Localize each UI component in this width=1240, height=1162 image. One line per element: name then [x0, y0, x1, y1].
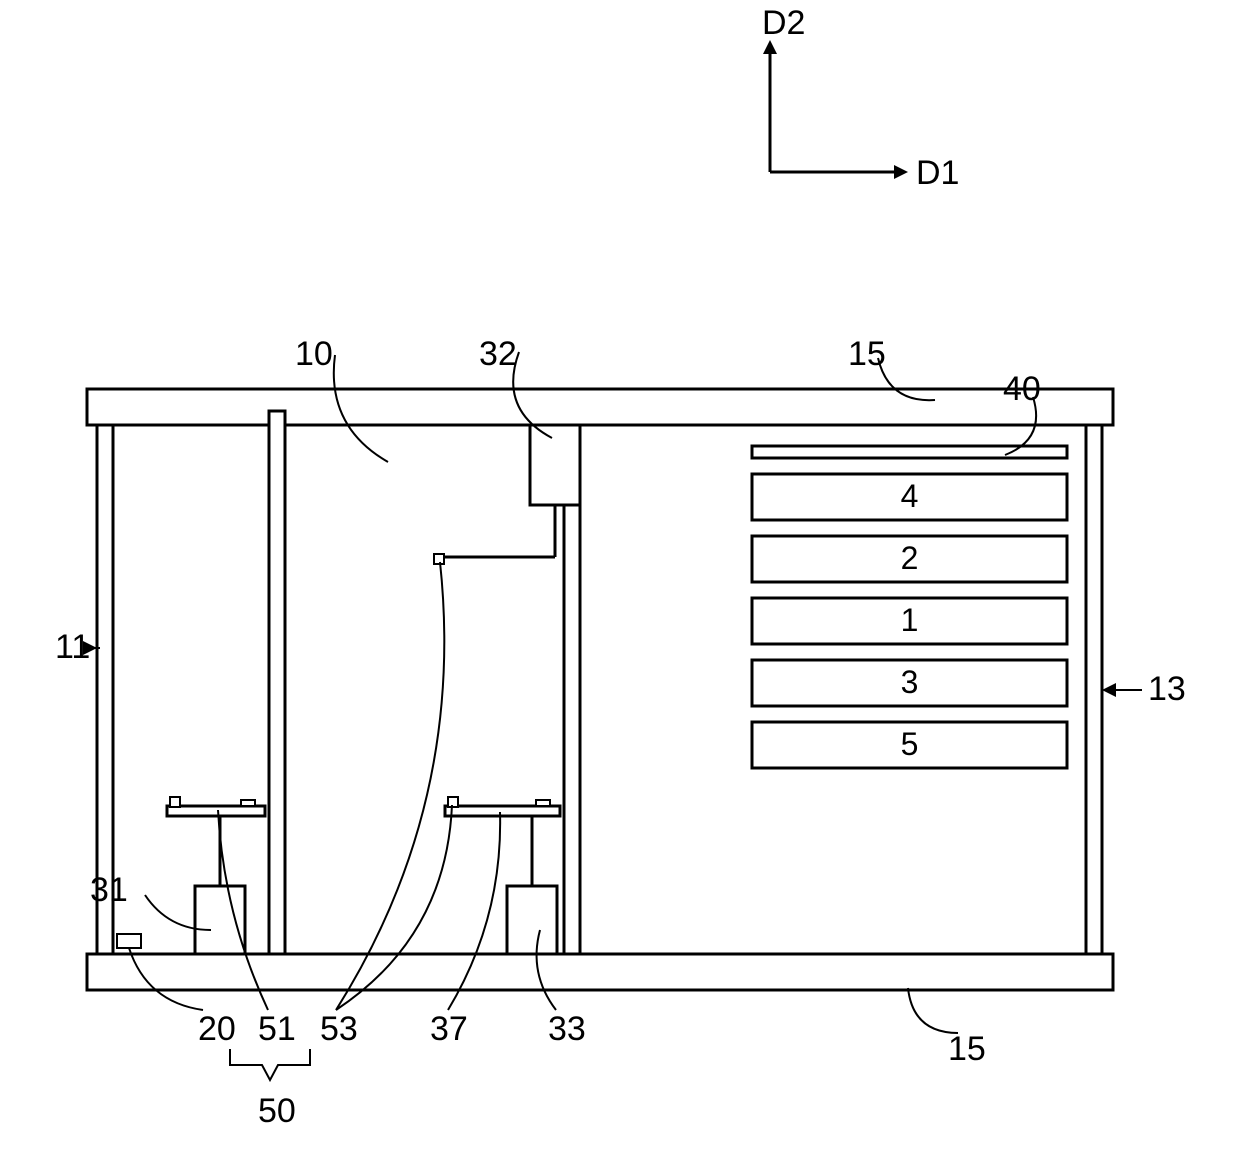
ref-33: 33 — [548, 1010, 586, 1048]
ref-31: 31 — [90, 871, 128, 909]
axes — [770, 54, 894, 172]
ref-32: 32 — [479, 335, 517, 373]
ref-53: 53 — [320, 1010, 358, 1048]
shelf-slot-label: 5 — [901, 726, 919, 762]
axis-d1-label: D1 — [916, 154, 959, 192]
ref-13: 13 — [1148, 670, 1186, 708]
ref-20: 20 — [198, 1010, 236, 1048]
ref-50: 50 — [258, 1092, 296, 1130]
axis-d2-label: D2 — [762, 4, 805, 42]
shelf-slot-label: 3 — [901, 664, 919, 700]
shelf-slot-label: 4 — [901, 478, 919, 514]
shelf-slot-label: 2 — [901, 540, 919, 576]
shelf-slot-label: 1 — [901, 602, 919, 638]
ref-15b: 15 — [948, 1030, 986, 1068]
ref-10: 10 — [295, 335, 333, 373]
ref-51: 51 — [258, 1010, 296, 1048]
ref-37: 37 — [430, 1010, 468, 1048]
